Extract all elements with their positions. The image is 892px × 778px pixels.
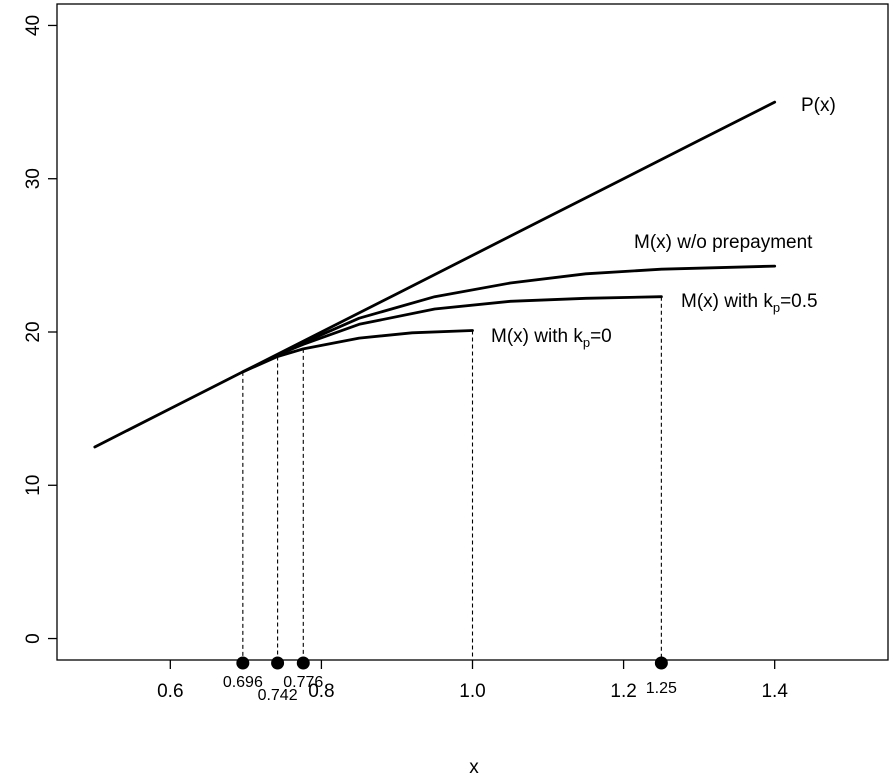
x-axis: 0.6 0.8 1.0 1.2 1.4: [157, 660, 788, 702]
marker-label: 0.742: [258, 687, 298, 704]
y-tick-label: 30: [23, 168, 44, 189]
label-m-no-prepayment: M(x) w/o prepayment: [634, 232, 813, 253]
marker-label: 1.25: [646, 680, 677, 697]
series-line-4: [241, 329, 474, 374]
label-m-kp-0-prefix: M(x) with k: [491, 326, 583, 347]
marker-point: [296, 656, 310, 670]
x-tick-label: 1.2: [610, 681, 636, 702]
x-axis-title: x: [469, 757, 479, 778]
series-lines: [93, 100, 777, 449]
x-tick-label: 1.0: [459, 681, 485, 702]
x-tick-label: 0.8: [308, 681, 334, 702]
marker-point: [236, 656, 250, 670]
series-line-1: [93, 100, 777, 449]
label-p: P(x): [801, 95, 836, 116]
label-m-kp-0-5: M(x) with kp=0.5: [681, 291, 818, 315]
label-m-kp-0-sub: p: [583, 335, 590, 350]
label-m-kp-0: M(x) with kp=0: [491, 326, 612, 350]
label-m-kp-0-5-sub: p: [773, 300, 780, 315]
label-m-kp-0-5-suffix: =0.5: [780, 291, 818, 312]
series-line-3: [241, 295, 663, 374]
y-tick-label: 0: [23, 633, 44, 644]
y-tick-label: 10: [23, 475, 44, 496]
series-line-2: [241, 264, 777, 374]
marker-point: [271, 656, 285, 670]
marker-drop-lines: [242, 296, 662, 660]
marker-label: 0.696: [223, 674, 263, 691]
y-axis: 0 10 20 30 40: [23, 15, 57, 644]
x-tick-label: 0.6: [157, 681, 183, 702]
y-tick-label: 20: [23, 321, 44, 342]
marker-label: 0.776: [283, 674, 323, 691]
x-tick-label: 1.4: [761, 681, 788, 702]
marker-point: [654, 656, 668, 670]
y-tick-label: 40: [23, 15, 44, 36]
label-m-kp-0-5-prefix: M(x) with k: [681, 291, 773, 312]
label-m-kp-0-suffix: =0: [590, 326, 612, 347]
